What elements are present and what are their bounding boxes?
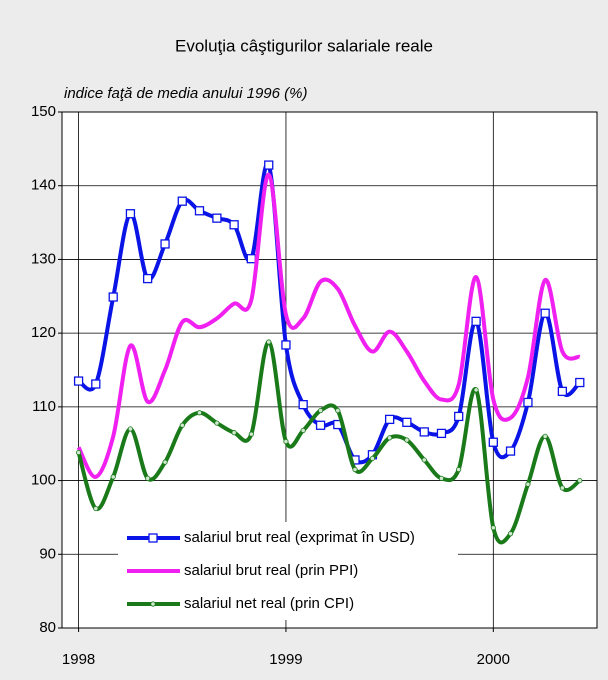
y-tick-label: 130 [31, 250, 56, 267]
y-tick-label: 140 [31, 177, 56, 194]
legend-marker [148, 533, 158, 543]
x-tick-label: 1999 [269, 651, 302, 668]
point [75, 449, 82, 456]
point [369, 455, 376, 462]
point [559, 485, 565, 491]
point [283, 438, 289, 445]
point [577, 477, 583, 484]
y-tick-label: 110 [32, 398, 56, 415]
point [73, 376, 84, 386]
point [575, 377, 585, 388]
point [436, 428, 447, 439]
point [438, 475, 445, 481]
point [402, 417, 412, 427]
point [177, 196, 187, 206]
point [125, 209, 136, 219]
y-tick-label: 150 [31, 103, 56, 120]
point [507, 531, 514, 537]
point [419, 427, 429, 437]
point [352, 466, 358, 473]
y-tick-label: 90 [39, 545, 56, 562]
point [404, 437, 410, 443]
point [212, 213, 222, 223]
point [523, 397, 533, 408]
legend-label: salariul net real (prin CPI) [184, 595, 354, 612]
point [266, 339, 272, 345]
point [231, 430, 237, 436]
point [229, 220, 239, 230]
point [525, 481, 531, 487]
point [246, 254, 256, 264]
point [214, 420, 220, 426]
series-line [76, 172, 581, 479]
point [108, 292, 118, 302]
point [196, 410, 203, 416]
x-tick-label: 2000 [477, 651, 510, 668]
point [335, 407, 341, 414]
legend-label: salariul brut real (exprimat în USD) [184, 529, 415, 546]
point [317, 407, 324, 414]
point [456, 466, 462, 473]
point [91, 379, 101, 389]
point [471, 316, 481, 326]
point [421, 457, 427, 463]
point [505, 446, 516, 456]
point [142, 273, 153, 284]
point [387, 435, 393, 441]
point [490, 525, 496, 531]
subtitle: indice faţă de media anului 1996 (%) [64, 85, 308, 102]
point [540, 308, 550, 318]
point [542, 433, 548, 439]
y-tick-label: 120 [31, 324, 56, 341]
point [145, 475, 151, 481]
y-tick-label: 100 [31, 472, 56, 489]
legend-label: salariul brut real (prin PPI) [184, 562, 358, 579]
point [281, 340, 291, 350]
point [384, 414, 395, 425]
y-tick-label: 80 [39, 619, 56, 636]
point [473, 387, 479, 393]
point [160, 239, 170, 249]
point [557, 386, 568, 397]
point [248, 431, 254, 437]
x-tick-label: 1998 [62, 651, 95, 668]
point [488, 437, 498, 447]
point [93, 505, 99, 512]
legend-marker [150, 601, 156, 607]
point [300, 427, 306, 434]
point [454, 411, 464, 422]
point [162, 459, 168, 465]
point [298, 399, 308, 410]
chart-title: Evoluţia câştigurilor salariale reale [175, 36, 433, 55]
point [194, 206, 205, 216]
point [127, 426, 134, 432]
point [110, 474, 116, 480]
point [179, 422, 185, 428]
point [315, 420, 326, 430]
point [264, 160, 274, 170]
